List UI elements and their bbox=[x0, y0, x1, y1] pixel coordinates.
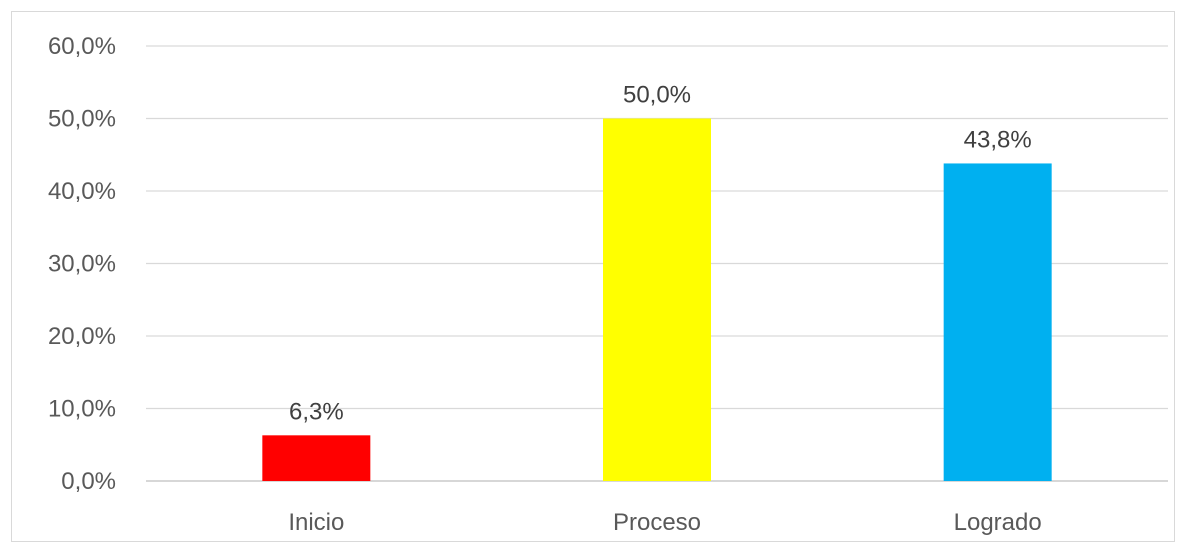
data-label: 50,0% bbox=[623, 82, 691, 109]
bar-logrado bbox=[943, 163, 1052, 481]
y-tick-label: 0,0% bbox=[61, 468, 116, 495]
y-tick-label: 50,0% bbox=[48, 106, 116, 133]
bar-proceso bbox=[603, 118, 711, 481]
x-category-label: Logrado bbox=[954, 509, 1042, 536]
y-tick-label: 20,0% bbox=[48, 323, 116, 350]
y-tick-label: 10,0% bbox=[48, 396, 116, 423]
y-tick-label: 40,0% bbox=[48, 178, 116, 205]
y-tick-label: 30,0% bbox=[48, 251, 116, 278]
data-label: 43,8% bbox=[964, 126, 1032, 153]
x-category-label: Proceso bbox=[613, 509, 701, 536]
bar-inicio bbox=[262, 435, 371, 481]
data-label: 6,3% bbox=[289, 398, 344, 425]
x-category-label: Inicio bbox=[288, 509, 344, 536]
y-tick-label: 60,0% bbox=[48, 33, 116, 60]
